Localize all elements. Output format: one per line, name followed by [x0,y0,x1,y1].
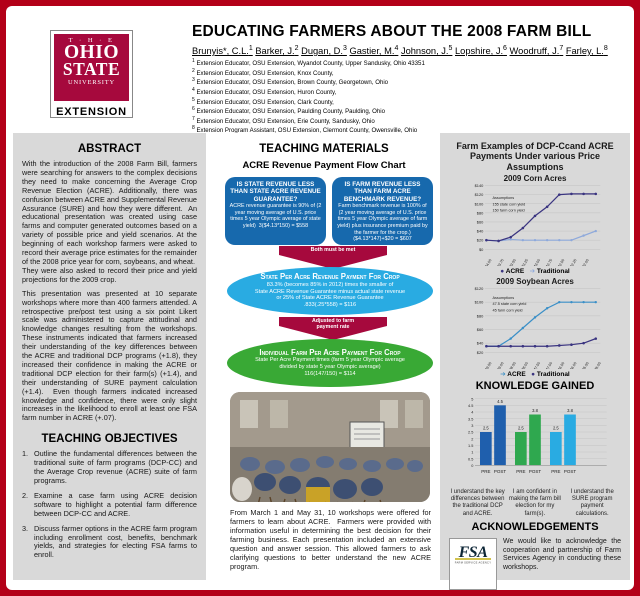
svg-text:1: 1 [471,451,473,455]
svg-text:$120: $120 [475,192,485,197]
svg-text:1.5: 1.5 [468,444,473,448]
svg-text:$6.50: $6.50 [557,361,565,369]
svg-text:FARM SERVICE AGENCY: FARM SERVICE AGENCY [455,561,492,565]
svg-text:$60: $60 [477,327,484,332]
svg-text:$3.25: $3.25 [521,258,529,266]
svg-text:PRE: PRE [481,469,490,474]
svg-text:0: 0 [471,464,473,468]
svg-text:$20: $20 [477,350,484,355]
svg-text:$60: $60 [477,219,484,224]
svg-text:Assumptions: Assumptions [492,196,514,200]
svg-text:3.8: 3.8 [567,408,573,413]
svg-text:$0: $0 [479,247,484,252]
svg-text:POST: POST [564,469,577,474]
svg-text:2.5: 2.5 [468,431,473,435]
svg-text:$3.75: $3.75 [497,258,505,266]
svg-text:155 state corn yield: 155 state corn yield [492,202,525,206]
svg-text:150 farm corn yield: 150 farm corn yield [492,208,524,212]
svg-text:$5.00: $5.00 [594,361,602,369]
svg-text:$40: $40 [477,341,484,346]
svg-text:$7.50: $7.50 [533,361,541,369]
svg-text:3: 3 [471,424,473,428]
svg-text:$100: $100 [475,201,485,206]
svg-text:$9.50: $9.50 [485,361,493,369]
svg-text:$3.00: $3.00 [533,258,541,266]
svg-text:$3.50: $3.50 [509,258,517,266]
svg-text:$2.50: $2.50 [557,258,565,266]
svg-text:POST: POST [529,469,542,474]
svg-text:$2.25: $2.25 [570,258,578,266]
svg-text:$5.50: $5.50 [582,361,590,369]
svg-text:$2.00: $2.00 [582,258,590,266]
svg-text:2.5: 2.5 [483,425,489,430]
svg-text:$2.75: $2.75 [545,258,553,266]
svg-text:$6.00: $6.00 [570,361,578,369]
svg-text:4.5: 4.5 [468,404,473,408]
svg-text:5: 5 [471,397,473,401]
svg-text:47.5 state corn yield: 47.5 state corn yield [492,302,526,306]
svg-text:45 farm corn yield: 45 farm corn yield [492,308,522,312]
svg-text:$20: $20 [477,238,484,243]
svg-text:$40: $40 [477,228,484,233]
svg-text:$8.50: $8.50 [509,361,517,369]
svg-text:POST: POST [494,469,507,474]
svg-text:$80: $80 [477,210,484,215]
svg-text:4: 4 [471,411,474,415]
svg-text:$7.00: $7.00 [545,361,553,369]
svg-text:Assumptions: Assumptions [492,296,514,300]
svg-text:2.5: 2.5 [553,425,559,430]
svg-text:$100: $100 [475,300,485,305]
svg-text:$140: $140 [475,184,485,188]
svg-text:0.5: 0.5 [468,457,473,461]
svg-text:PRE: PRE [551,469,560,474]
svg-text:2: 2 [471,437,473,441]
svg-text:PRE: PRE [516,469,525,474]
svg-text:$9.00: $9.00 [497,361,505,369]
svg-text:$120: $120 [475,287,485,291]
svg-text:$80: $80 [477,313,484,318]
svg-text:$8.00: $8.00 [521,361,529,369]
svg-text:3.8: 3.8 [532,408,538,413]
svg-text:3.5: 3.5 [468,417,473,421]
svg-text:4.5: 4.5 [497,399,503,404]
svg-text:2.5: 2.5 [518,425,524,430]
svg-text:$4.00: $4.00 [485,258,493,266]
